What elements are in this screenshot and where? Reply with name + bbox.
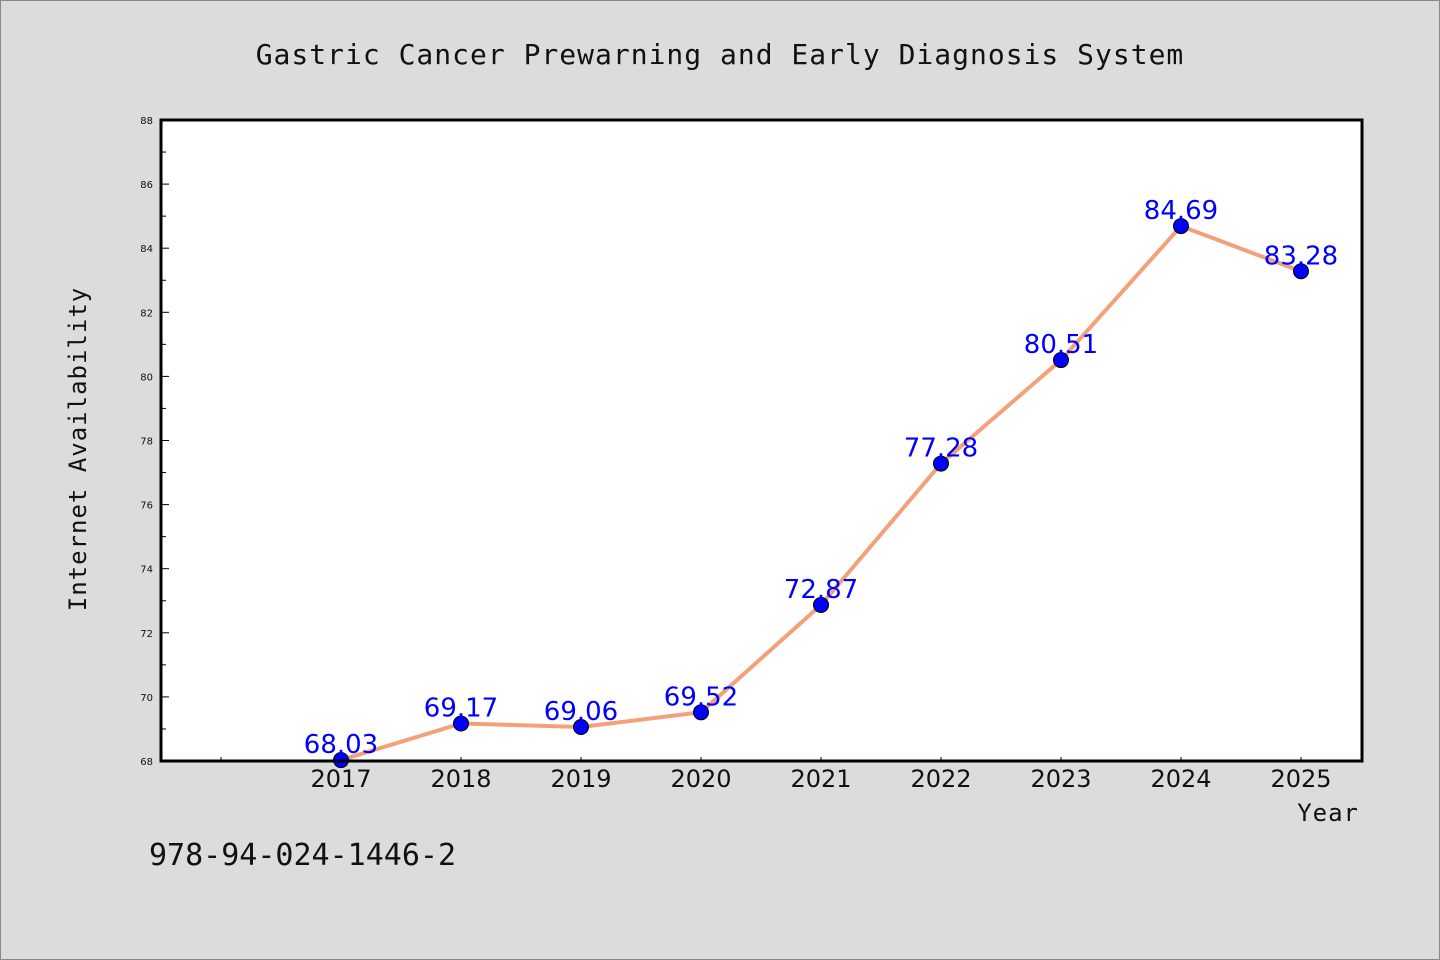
y-tick-label: 68 [140,757,153,768]
data-label: 68.03 [304,730,378,760]
plot-area [161,120,1362,761]
y-tick-label: 80 [140,372,153,383]
data-point-marker [1173,218,1189,235]
y-tick-label: 72 [140,629,153,640]
plot-frame [159,118,1364,763]
x-tick-label: 2024 [1150,765,1211,793]
data-label: 80.51 [1024,330,1098,360]
y-tick-label: 86 [140,180,153,191]
data-point-marker [453,715,469,732]
data-label: 83.28 [1264,241,1338,271]
y-tick-label: 82 [140,308,153,319]
x-axis-ticks: 2017 2018 2019 2020 2021 2022 2023 2024 2025 [220,757,1332,793]
y-tick-label: 78 [140,437,153,448]
x-tick-label: 2020 [670,765,731,793]
x-tick-label: 2018 [430,765,491,793]
data-label: 77.28 [904,434,978,464]
x-tick-label: 2025 [1270,765,1331,793]
data-point-marker [693,704,709,721]
x-tick-label: 2017 [310,765,371,793]
data-label: 69.06 [544,697,618,727]
data-label: 84.69 [1144,196,1218,226]
x-tick-label: 2019 [550,765,611,793]
data-label: 72.87 [784,575,858,605]
data-point-marker [933,455,949,472]
data-point-marker [573,719,589,736]
y-tick-label: 74 [140,565,153,576]
series-layer: 68.03 69.17 69.06 69.52 72.87 77.28 80.51 84.69… [304,196,1338,769]
chart-title: Gastric Cancer Prewarning and Early Diag… [256,38,1185,71]
y-tick-label: 88 [140,116,153,127]
footer-isbn-text: 978-94-024-1446-2 [149,838,456,873]
data-label: 69.52 [664,682,738,712]
y-tick-label: 70 [140,693,153,704]
x-axis-label: Year [1297,799,1359,827]
data-point-marker [1293,263,1309,280]
data-point-marker [813,596,829,613]
x-tick-label: 2022 [910,765,971,793]
x-tick-label: 2021 [790,765,851,793]
x-tick-label: 2023 [1030,765,1091,793]
y-axis-label: Internet Availability [64,287,92,611]
data-label: 69.17 [424,694,498,724]
data-point-marker [1053,352,1069,369]
y-tick-label: 84 [140,244,153,255]
y-tick-label: 76 [140,501,153,512]
